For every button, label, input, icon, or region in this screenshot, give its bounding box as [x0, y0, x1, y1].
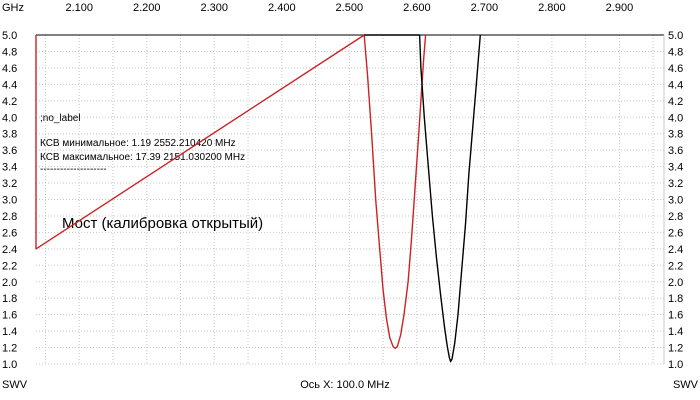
- x-tick-label: 2.600: [403, 2, 431, 14]
- x-tick-label: 2.500: [336, 2, 364, 14]
- y-tick-label-right: 4.8: [668, 46, 683, 58]
- y-tick-label-right: 2.4: [668, 244, 683, 256]
- label-tag: ;no_label: [40, 113, 81, 124]
- y-tick-label-left: 1.8: [2, 293, 17, 305]
- separator-line: --------------------: [40, 164, 107, 175]
- chart-caption: Мост (калибровка открытый): [62, 215, 263, 232]
- y-tick-label-right: 4.0: [668, 112, 683, 124]
- y-tick-label-right: 2.8: [668, 211, 683, 223]
- y-tick-label-left: 4.4: [2, 79, 17, 91]
- x-axis-label: Ось X: 100.0 MHz: [300, 379, 389, 391]
- y-tick-label-right: 1.2: [668, 343, 683, 355]
- x-tick-label: 2.300: [201, 2, 229, 14]
- y-tick-label-right: 4.2: [668, 96, 683, 108]
- grid: [36, 34, 665, 365]
- unit-label-ghz: GHz: [2, 2, 24, 14]
- y-tick-label-left: 2.2: [2, 260, 17, 272]
- y-tick-label-right: 4.4: [668, 79, 683, 91]
- y-tick-label-left: 4.2: [2, 96, 17, 108]
- y-tick-label-right: 1.4: [668, 326, 683, 338]
- y-tick-label-right: 3.2: [668, 178, 683, 190]
- series-line-1: [35, 34, 427, 350]
- x-tick-label: 2.700: [471, 2, 499, 14]
- y-tick-label-right: 1.6: [668, 310, 683, 322]
- y-tick-label-left: 5.0: [2, 30, 17, 42]
- y-tick-label-left: 2.4: [2, 244, 17, 256]
- x-tick-label: 2.800: [538, 2, 566, 14]
- y-tick-label-right: 2.6: [668, 227, 683, 239]
- y-tick-label-left: 3.4: [2, 162, 17, 174]
- x-tick-label: 2.400: [268, 2, 296, 14]
- swr-min-readout: КСВ минимальное: 1.19 2552.210420 MHz: [40, 138, 236, 149]
- y-tick-label-right: 3.8: [668, 129, 683, 141]
- y-tick-label-right: 5.0: [668, 30, 683, 42]
- y-tick-label-right: 2.2: [668, 260, 683, 272]
- y-tick-label-left: 3.2: [2, 178, 17, 190]
- series-line-2: [364, 34, 481, 363]
- y-tick-label-right: 2.0: [668, 277, 683, 289]
- y-tick-label-right: 1.0: [668, 359, 683, 371]
- y-tick-label-left: 4.0: [2, 112, 17, 124]
- unit-label-swv-left: SWV: [2, 379, 28, 391]
- x-tick-label: 2.200: [133, 2, 161, 14]
- swr-max-readout: КСВ максимальное: 17.39 2151.030200 MHz: [40, 152, 245, 163]
- y-tick-label-left: 4.8: [2, 46, 17, 58]
- y-tick-label-left: 1.4: [2, 326, 17, 338]
- y-tick-label-right: 3.4: [668, 162, 683, 174]
- y-tick-label-left: 4.6: [2, 63, 17, 75]
- y-tick-label-left: 2.6: [2, 227, 17, 239]
- y-tick-label-left: 3.8: [2, 129, 17, 141]
- y-tick-label-left: 2.8: [2, 211, 17, 223]
- y-tick-label-right: 3.0: [668, 195, 683, 207]
- y-tick-label-left: 1.0: [2, 359, 17, 371]
- tick-labels: 1.0 1.0 1.2 1.2 1.4 1.4 1.6 1.6 1.8 1.8 2.0 2.0 2.2 2…: [2, 2, 683, 371]
- y-tick-label-left: 1.2: [2, 343, 17, 355]
- x-tick-label: 2.100: [65, 2, 93, 14]
- y-tick-label-left: 3.6: [2, 145, 17, 157]
- y-tick-label-left: 3.0: [2, 195, 17, 207]
- y-tick-label-left: 2.0: [2, 277, 17, 289]
- series: [35, 34, 481, 363]
- x-tick-label: 2.900: [606, 2, 634, 14]
- y-tick-label-right: 3.6: [668, 145, 683, 157]
- y-tick-label-right: 1.8: [668, 293, 683, 305]
- y-tick-label-right: 4.6: [668, 63, 683, 75]
- unit-label-swv-right: SWV: [673, 379, 699, 391]
- y-tick-label-left: 1.6: [2, 310, 17, 322]
